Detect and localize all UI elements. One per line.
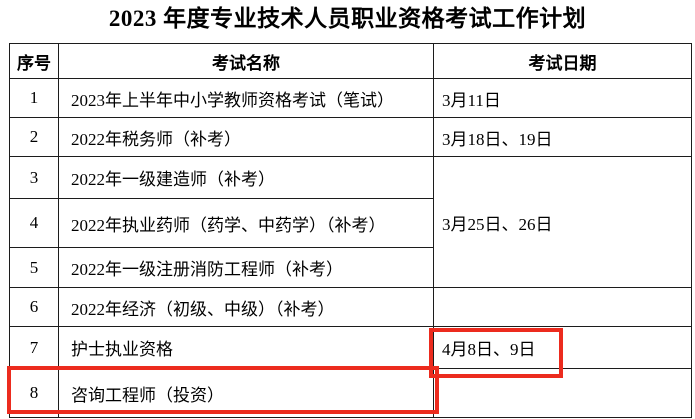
exam-name-cell: 2023年上半年中小学教师资格考试（笔试） xyxy=(58,78,434,118)
table-row: 5 2022年一级注册消防工程师（补考） xyxy=(9,247,692,288)
document-title: 2023 年度专业技术人员职业资格考试工作计划 xyxy=(108,6,587,31)
table-row: 8 咨询工程师（投资） xyxy=(9,368,692,418)
row-number-cell: 4 xyxy=(9,198,59,248)
table-row: 1 2023年上半年中小学教师资格考试（笔试） 3月11日 xyxy=(9,78,692,118)
row-number-cell: 1 xyxy=(9,78,59,118)
exam-date-cell: 3月18日、19日 xyxy=(433,117,692,157)
row-number-cell: 5 xyxy=(9,247,59,288)
row-number-cell: 7 xyxy=(9,326,59,369)
row-number-cell: 2 xyxy=(9,117,59,157)
exam-date-cell-empty xyxy=(433,287,692,327)
row-number-cell: 3 xyxy=(9,156,59,199)
exam-date-cell: 3月11日 xyxy=(433,78,692,118)
table-row: 7 护士执业资格 4月8日、9日 xyxy=(9,326,692,369)
column-header-exam-name: 考试名称 xyxy=(58,43,434,79)
exam-name-cell: 2022年一级注册消防工程师（补考） xyxy=(58,247,434,288)
exam-date-cell-merged: 3月25日、26日 xyxy=(433,156,692,288)
table-header-row: 序号 考试名称 考试日期 xyxy=(9,43,692,79)
exam-schedule-table: 序号 考试名称 考试日期 1 2023年上半年中小学教师资格考试（笔试） 3月1… xyxy=(9,43,692,418)
exam-date-cell: 4月8日、9日 xyxy=(433,326,692,369)
exam-name-cell: 护士执业资格 xyxy=(58,326,434,369)
exam-name-cell: 2022年一级建造师（补考） xyxy=(58,156,434,199)
exam-name-cell: 2022年经济（初级、中级）（补考） xyxy=(58,287,434,327)
table-row: 6 2022年经济（初级、中级）（补考） xyxy=(9,287,692,327)
column-header-exam-date: 考试日期 xyxy=(433,43,692,79)
exam-name-cell: 2022年税务师（补考） xyxy=(58,117,434,157)
exam-name-cell: 咨询工程师（投资） xyxy=(58,368,434,418)
table-row: 2 2022年税务师（补考） 3月18日、19日 xyxy=(9,117,692,157)
exam-date-cell-empty xyxy=(433,368,692,418)
exam-name-cell: 2022年执业药师（药学、中药学）（补考） xyxy=(58,198,434,248)
row-number-cell: 8 xyxy=(9,368,59,418)
table-row: 3 2022年一级建造师（补考） 3月25日、26日 xyxy=(9,156,692,288)
column-header-no: 序号 xyxy=(9,43,59,79)
row-number-cell: 6 xyxy=(9,287,59,327)
